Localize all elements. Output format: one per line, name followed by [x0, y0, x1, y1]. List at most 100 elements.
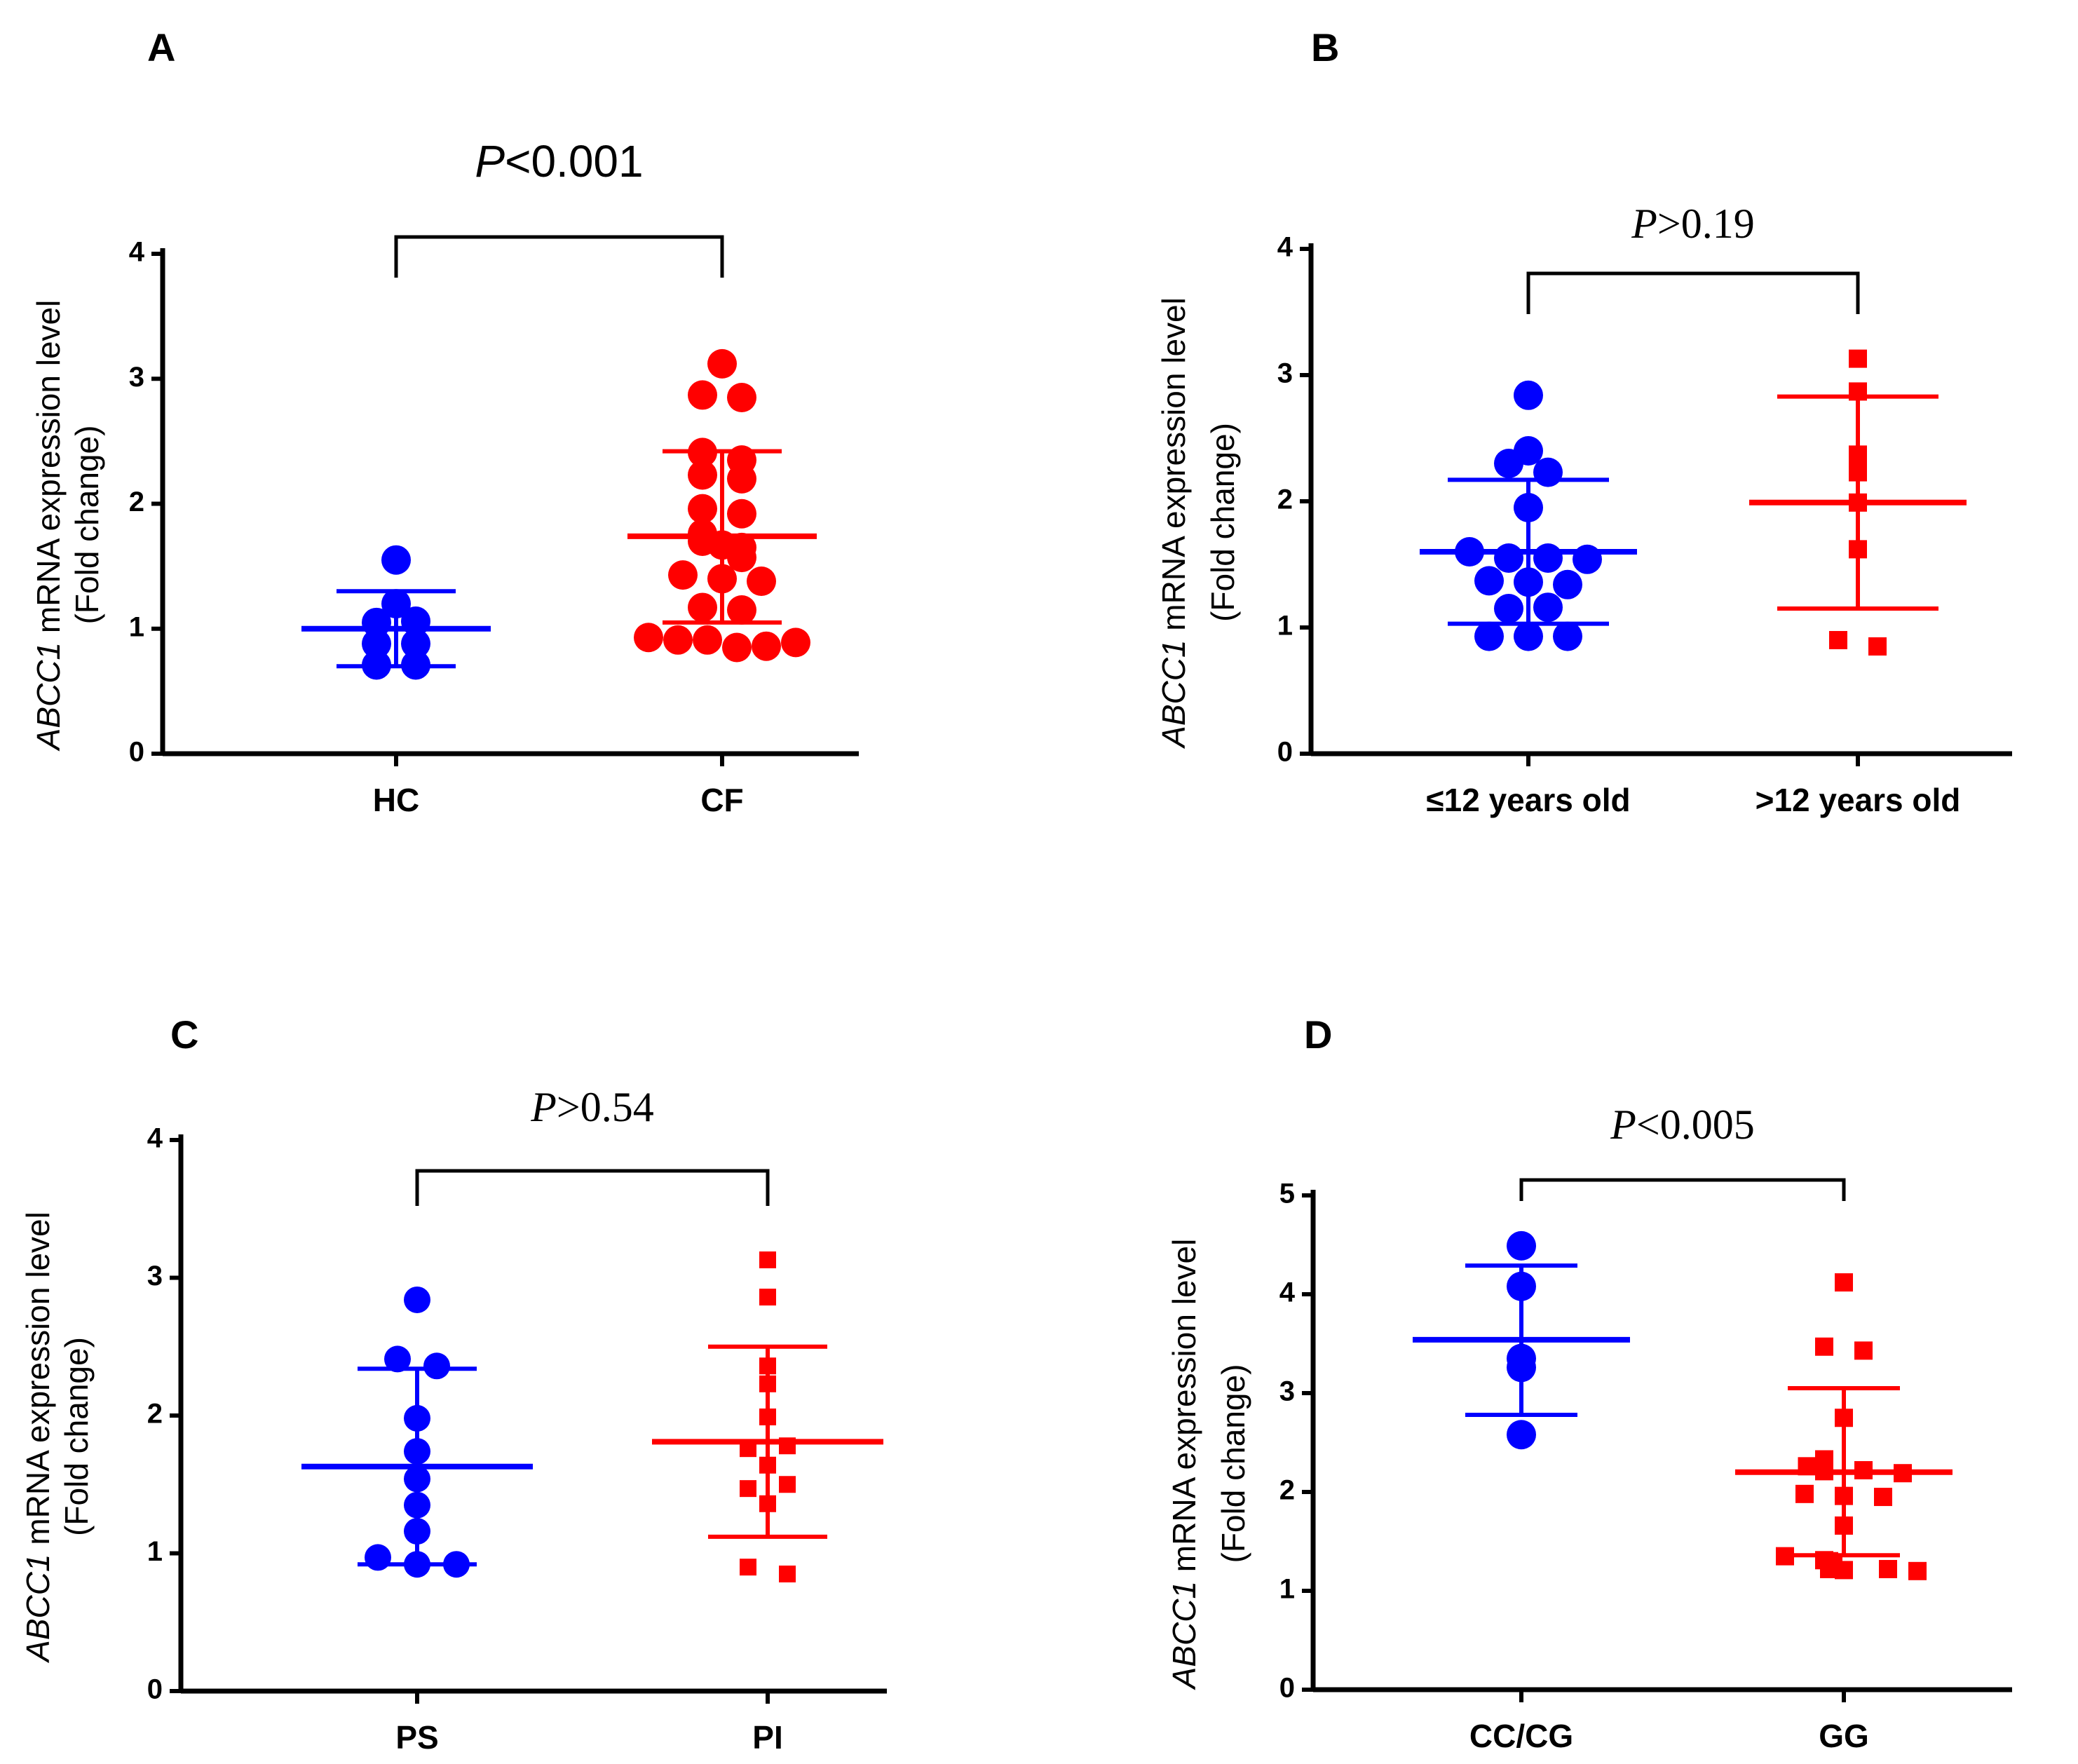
- data-point: [362, 629, 391, 659]
- panel-A: A 0 1 2 3 4 HC CF ABCC1 mRNA expression level (Fo…: [30, 25, 859, 818]
- p-value-prefix: P: [1631, 201, 1657, 247]
- data-point: [688, 437, 717, 468]
- data-point: [1835, 1409, 1853, 1427]
- y-axis-label-gene: ABCC1: [1166, 1581, 1202, 1690]
- data-point: [404, 1404, 430, 1432]
- y-tick-label: 5: [1279, 1179, 1295, 1209]
- y-axis-label-gene: ABCC1: [20, 1554, 56, 1663]
- data-point: [759, 1456, 776, 1474]
- x-category-label: PI: [752, 1719, 782, 1756]
- panel-letter: D: [1304, 1012, 1332, 1057]
- data-point: [1815, 1462, 1833, 1481]
- data-point: [404, 1518, 430, 1545]
- data-point: [1829, 631, 1847, 649]
- x-category-label: CC/CG: [1469, 1718, 1573, 1754]
- y-tick-label: 3: [1279, 1376, 1295, 1407]
- significance-bracket: [1519, 1178, 1846, 1201]
- data-point: [1533, 543, 1563, 573]
- significance-bracket: [1526, 271, 1860, 314]
- data-point: [727, 382, 756, 412]
- y-tick-label: 2: [1277, 484, 1293, 515]
- data-point: [1553, 621, 1582, 651]
- y-tick-label: 1: [129, 611, 144, 642]
- p-value-prefix: P: [1610, 1101, 1636, 1148]
- data-point: [1455, 537, 1484, 566]
- data-point: [688, 592, 717, 623]
- data-point: [1835, 1561, 1853, 1580]
- data-point: [747, 566, 776, 597]
- x-category-label: HC: [373, 782, 419, 818]
- data-point: [1879, 1559, 1897, 1578]
- p-value-number: <0.001: [505, 136, 644, 186]
- data-point: [384, 1345, 411, 1373]
- data-point: [401, 650, 430, 680]
- y-axis-label-rest: mRNA expression level: [20, 1212, 56, 1554]
- data-point: [381, 589, 411, 619]
- data-point: [1514, 380, 1543, 410]
- data-point: [1854, 1460, 1873, 1479]
- data-point: [1507, 1271, 1536, 1301]
- data-point: [1908, 1561, 1927, 1580]
- data-point: [1507, 1352, 1536, 1383]
- data-point: [668, 560, 698, 590]
- data-point: [1815, 1337, 1833, 1356]
- p-value-label: P<0.005: [1610, 1101, 1755, 1148]
- y-tick-label: 4: [147, 1123, 163, 1154]
- p-value-number: <0.005: [1636, 1101, 1755, 1148]
- data-point: [779, 1476, 796, 1493]
- x-category-label: >12 years old: [1756, 782, 1961, 818]
- p-value-prefix: P: [530, 1084, 557, 1130]
- y-tick-label: 2: [1279, 1475, 1295, 1506]
- y-axis-label-rest: mRNA expression level: [1166, 1239, 1202, 1581]
- x-category-label: CF: [700, 782, 743, 818]
- y-axis-label-gene: ABCC1: [1155, 639, 1192, 749]
- significance-bracket: [394, 235, 724, 278]
- data-point: [1553, 569, 1582, 599]
- data-point: [663, 625, 693, 655]
- data-point: [759, 1357, 776, 1375]
- data-point: [1573, 544, 1602, 574]
- data-point: [1533, 457, 1563, 487]
- data-point: [759, 1289, 776, 1306]
- y-axis-label: ABCC1 mRNA expression level: [1155, 297, 1192, 749]
- data-point: [1494, 594, 1523, 623]
- data-point: [693, 625, 722, 655]
- y-tick-label: 0: [1277, 737, 1293, 768]
- data-point: [1849, 382, 1867, 401]
- data-point: [1868, 637, 1887, 656]
- data-point: [707, 348, 737, 379]
- data-point: [1514, 567, 1543, 597]
- p-value-label: P>0.54: [530, 1084, 654, 1130]
- data-point: [688, 380, 717, 410]
- significance-bracket: [415, 1169, 770, 1206]
- data-point: [779, 1565, 796, 1582]
- y-tick-label: 1: [1279, 1574, 1295, 1605]
- data-point: [727, 543, 756, 573]
- panel-letter: B: [1311, 25, 1339, 69]
- data-point: [404, 1551, 430, 1578]
- y-tick-label: 2: [129, 487, 144, 517]
- data-point: [1507, 1230, 1536, 1261]
- data-point: [781, 627, 810, 658]
- y-axis-label-rest: mRNA expression level: [30, 300, 67, 642]
- data-point: [1507, 1420, 1536, 1450]
- data-point: [634, 623, 663, 653]
- data-point: [1494, 543, 1523, 573]
- data-point: [779, 1437, 796, 1455]
- data-point: [404, 1491, 430, 1519]
- y-tick-label: 3: [1277, 358, 1293, 389]
- data-point: [1849, 493, 1867, 512]
- data-point: [381, 545, 411, 575]
- y-axis-label-line2: (Fold change): [1215, 1364, 1251, 1563]
- data-point: [362, 650, 391, 680]
- data-point: [1849, 463, 1867, 482]
- y-tick-label: 4: [129, 237, 145, 268]
- panel-B: B 0 1 2 3 4 ≤12 years old >12 years old ABCC1 mR…: [1155, 25, 2012, 818]
- x-category-label: ≤12 years old: [1426, 782, 1630, 818]
- y-axis-label-line2: (Fold change): [69, 426, 105, 625]
- data-point: [1776, 1547, 1794, 1566]
- data-point: [404, 1438, 430, 1465]
- panel-letter: C: [170, 1012, 198, 1057]
- x-category-label: GG: [1819, 1718, 1869, 1754]
